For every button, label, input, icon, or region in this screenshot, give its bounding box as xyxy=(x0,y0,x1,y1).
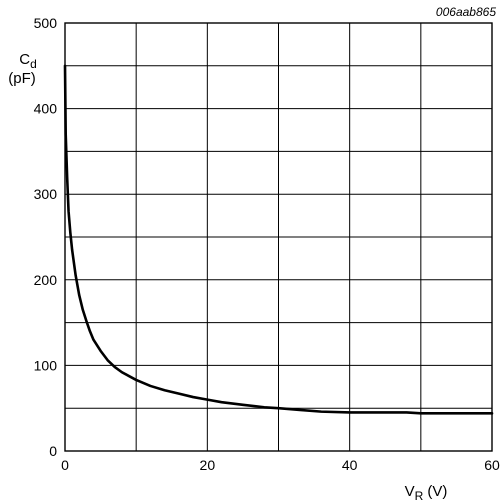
x-axis-label: VR (V) xyxy=(405,483,448,503)
plot-frame xyxy=(64,22,493,452)
y-tick-label: 100 xyxy=(34,357,58,373)
grid xyxy=(65,23,492,451)
x-tick-label: 60 xyxy=(484,457,500,473)
x-tick-label: 0 xyxy=(61,457,69,473)
y-tick-label: 400 xyxy=(34,101,58,117)
y-axis-label: Cd xyxy=(19,51,37,71)
y-tick-label: 300 xyxy=(34,186,58,202)
x-tick-label: 20 xyxy=(200,457,216,473)
series-line xyxy=(63,64,494,415)
figure-code: 006aab865 xyxy=(436,5,496,19)
tick-labels: 0 20 40 60 0 100 200 300 400 500 xyxy=(34,15,500,473)
x-tick-label: 40 xyxy=(342,457,358,473)
y-tick-label: 0 xyxy=(49,443,57,459)
y-axis-unit: (pF) xyxy=(8,70,36,87)
y-tick-label: 500 xyxy=(34,15,58,31)
y-tick-label: 200 xyxy=(34,272,58,288)
